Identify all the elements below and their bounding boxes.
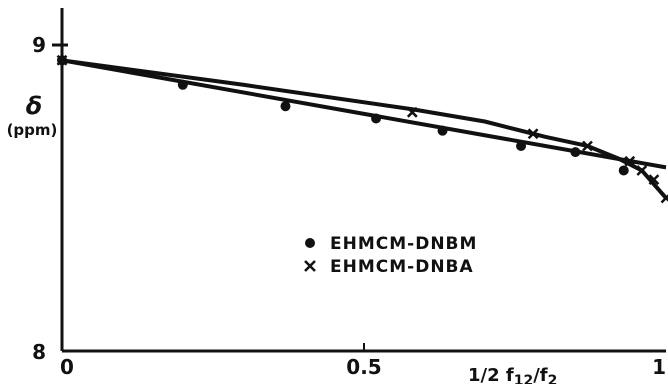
y-ticks: 98 [32,33,68,364]
data-point-dnba [648,174,660,186]
data-point-dnba [56,54,68,66]
y-axis-label: δ (ppm) [7,92,58,139]
series-line-dnba [61,58,668,200]
data-point-dnbm [618,165,629,176]
axes [60,8,666,353]
legend-item-dnbm: EHMCM-DNBM [305,234,477,254]
y-tick-label: 9 [32,33,46,57]
legend: EHMCM-DNBM EHMCM-DNBA [304,234,477,277]
legend-cross-marker [304,260,316,272]
legend-item-dnba: EHMCM-DNBA [304,257,474,277]
data-point-dnbm [516,140,527,151]
data-point-dnbm [280,101,291,112]
x-tick-label: 0.5 [346,355,381,379]
x-ticks: 0 0.5 1 [60,343,666,379]
data-points [56,54,668,204]
legend-label-dnba: EHMCM-DNBA [330,257,474,277]
data-point-dnba [406,106,418,118]
fit-lines [61,58,668,200]
data-point-dnba [624,155,636,167]
legend-dot-marker [305,238,315,248]
data-point-dnbm [177,79,188,90]
data-point-dnba [582,140,593,152]
series-line-dnbm [61,58,667,170]
x-axis-label: 1/2 f12/f2 [468,365,557,384]
y-tick-label: 8 [32,340,46,364]
data-point-dnba [660,192,668,204]
data-point-dnba [636,165,648,176]
legend-label-dnbm: EHMCM-DNBM [330,234,477,254]
data-point-dnbm [437,125,448,136]
x-tick-label: 0 [60,355,74,379]
data-point-dnba [527,128,539,140]
y-axis-symbol: δ [26,92,43,120]
y-axis-unit: (ppm) [7,121,58,139]
x-tick-label: 1 [652,355,666,379]
data-point-dnbm [371,113,382,124]
data-point-dnbm [570,147,581,158]
